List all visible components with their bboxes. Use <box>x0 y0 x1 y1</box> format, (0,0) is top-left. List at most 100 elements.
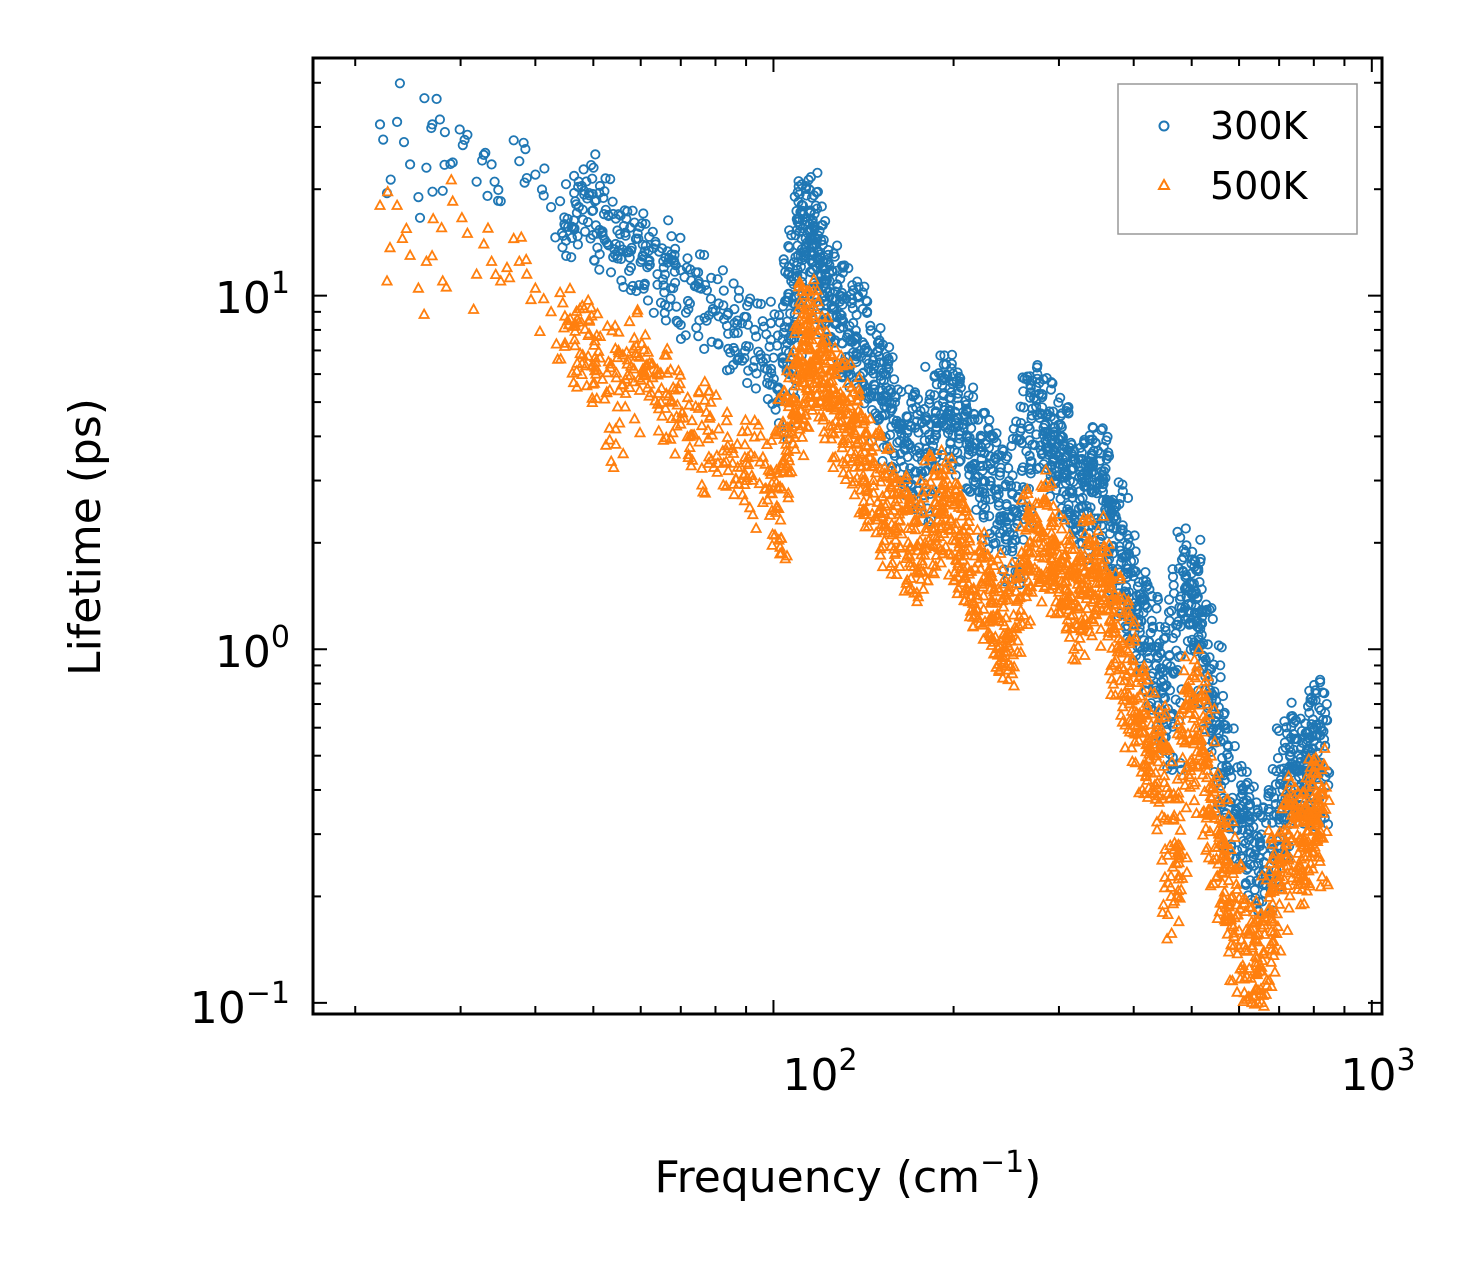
data-point-300k <box>1091 488 1102 499</box>
data-point-500k <box>1096 556 1109 568</box>
data-point-500k <box>588 350 602 363</box>
data-point-500k <box>1222 897 1236 909</box>
data-point-500k <box>1199 821 1213 833</box>
data-point-500k <box>556 296 569 308</box>
data-point-300k <box>1007 433 1019 445</box>
data-point-500k <box>1157 759 1170 771</box>
data-point-300k <box>1185 577 1196 588</box>
data-point-300k <box>614 229 626 240</box>
data-point-500k <box>609 422 622 434</box>
data-point-300k <box>782 296 794 307</box>
data-point-500k <box>671 398 684 410</box>
data-point-500k <box>930 548 943 560</box>
data-point-300k <box>812 167 823 178</box>
data-point-500k <box>615 378 628 390</box>
data-point-500k <box>515 230 528 242</box>
data-point-500k <box>1108 621 1121 633</box>
data-point-300k <box>1211 695 1222 706</box>
data-point-300k <box>883 342 895 353</box>
data-point-500k <box>1161 848 1174 860</box>
data-point-500k <box>1073 581 1086 593</box>
data-point-300k <box>1272 752 1284 764</box>
data-point-300k <box>599 186 610 197</box>
data-point-300k <box>718 300 729 311</box>
data-point-500k <box>874 462 887 474</box>
data-point-500k <box>1266 837 1279 849</box>
data-point-500k <box>467 302 480 314</box>
data-point-300k <box>1114 531 1125 542</box>
data-point-300k <box>1226 771 1237 783</box>
data-point-500k <box>1012 619 1026 631</box>
data-point-300k <box>939 350 950 361</box>
data-point-500k <box>1022 519 1035 531</box>
data-point-500k <box>1089 588 1102 600</box>
data-point-500k <box>633 383 646 395</box>
data-point-500k <box>643 389 656 401</box>
data-point-500k <box>1182 760 1195 772</box>
data-point-500k <box>807 376 821 389</box>
data-point-500k <box>420 254 433 266</box>
data-point-500k <box>1037 571 1051 583</box>
x-tick-base: 10 <box>782 1050 838 1101</box>
data-point-500k <box>1138 659 1151 671</box>
data-point-500k <box>994 546 1007 558</box>
data-point-500k <box>829 414 842 426</box>
data-point-300k <box>1244 784 1255 795</box>
data-point-500k <box>507 231 520 244</box>
data-point-300k <box>945 392 957 403</box>
data-point-300k <box>1195 534 1206 545</box>
data-point-300k <box>391 116 403 128</box>
data-point-500k <box>1216 896 1229 908</box>
data-point-300k <box>823 249 834 260</box>
data-point-300k <box>1202 668 1213 679</box>
data-point-300k <box>1151 603 1162 614</box>
data-point-300k <box>561 250 572 261</box>
data-point-500k <box>736 488 749 500</box>
data-point-500k <box>1174 823 1187 835</box>
data-point-500k <box>951 586 964 599</box>
data-point-500k <box>1148 778 1162 790</box>
data-point-300k <box>1213 709 1224 720</box>
data-point-500k <box>1073 631 1086 643</box>
data-point-500k <box>1267 915 1280 927</box>
data-point-300k <box>1160 632 1171 643</box>
data-point-500k <box>965 564 978 576</box>
data-point-500k <box>824 375 837 387</box>
data-point-300k <box>521 173 532 184</box>
data-point-300k <box>694 249 706 260</box>
data-point-300k <box>1214 719 1225 730</box>
data-point-500k <box>1124 675 1137 687</box>
data-point-500k <box>789 442 802 454</box>
data-point-500k <box>652 424 665 436</box>
data-point-300k <box>538 190 549 201</box>
data-point-500k <box>642 366 655 378</box>
data-point-500k <box>1256 920 1269 932</box>
data-point-500k <box>943 479 956 491</box>
data-point-300k <box>1102 431 1113 442</box>
data-point-500k <box>1082 514 1096 526</box>
data-point-500k <box>1178 650 1192 662</box>
data-point-500k <box>1211 911 1224 923</box>
data-point-500k <box>380 274 394 286</box>
data-point-300k <box>984 414 995 426</box>
data-point-500k <box>1114 634 1128 646</box>
data-point-300k <box>665 293 676 304</box>
data-point-500k <box>578 322 592 334</box>
data-point-500k <box>383 241 397 253</box>
data-point-300k <box>1274 778 1286 790</box>
data-point-500k <box>1074 547 1087 559</box>
data-point-500k <box>652 402 665 414</box>
data-point-500k <box>1078 584 1091 596</box>
data-point-500k <box>904 571 918 583</box>
data-point-300k <box>1288 717 1300 728</box>
data-point-500k <box>1197 743 1211 755</box>
data-point-500k <box>903 549 916 561</box>
data-point-500k <box>812 323 826 336</box>
data-point-500k <box>1200 770 1214 783</box>
data-point-500k <box>1181 692 1194 704</box>
data-point-300k <box>1057 459 1068 470</box>
data-point-300k <box>1088 459 1099 470</box>
data-point-500k <box>1172 786 1185 798</box>
data-point-500k <box>1066 607 1080 619</box>
data-point-300k <box>638 208 649 219</box>
